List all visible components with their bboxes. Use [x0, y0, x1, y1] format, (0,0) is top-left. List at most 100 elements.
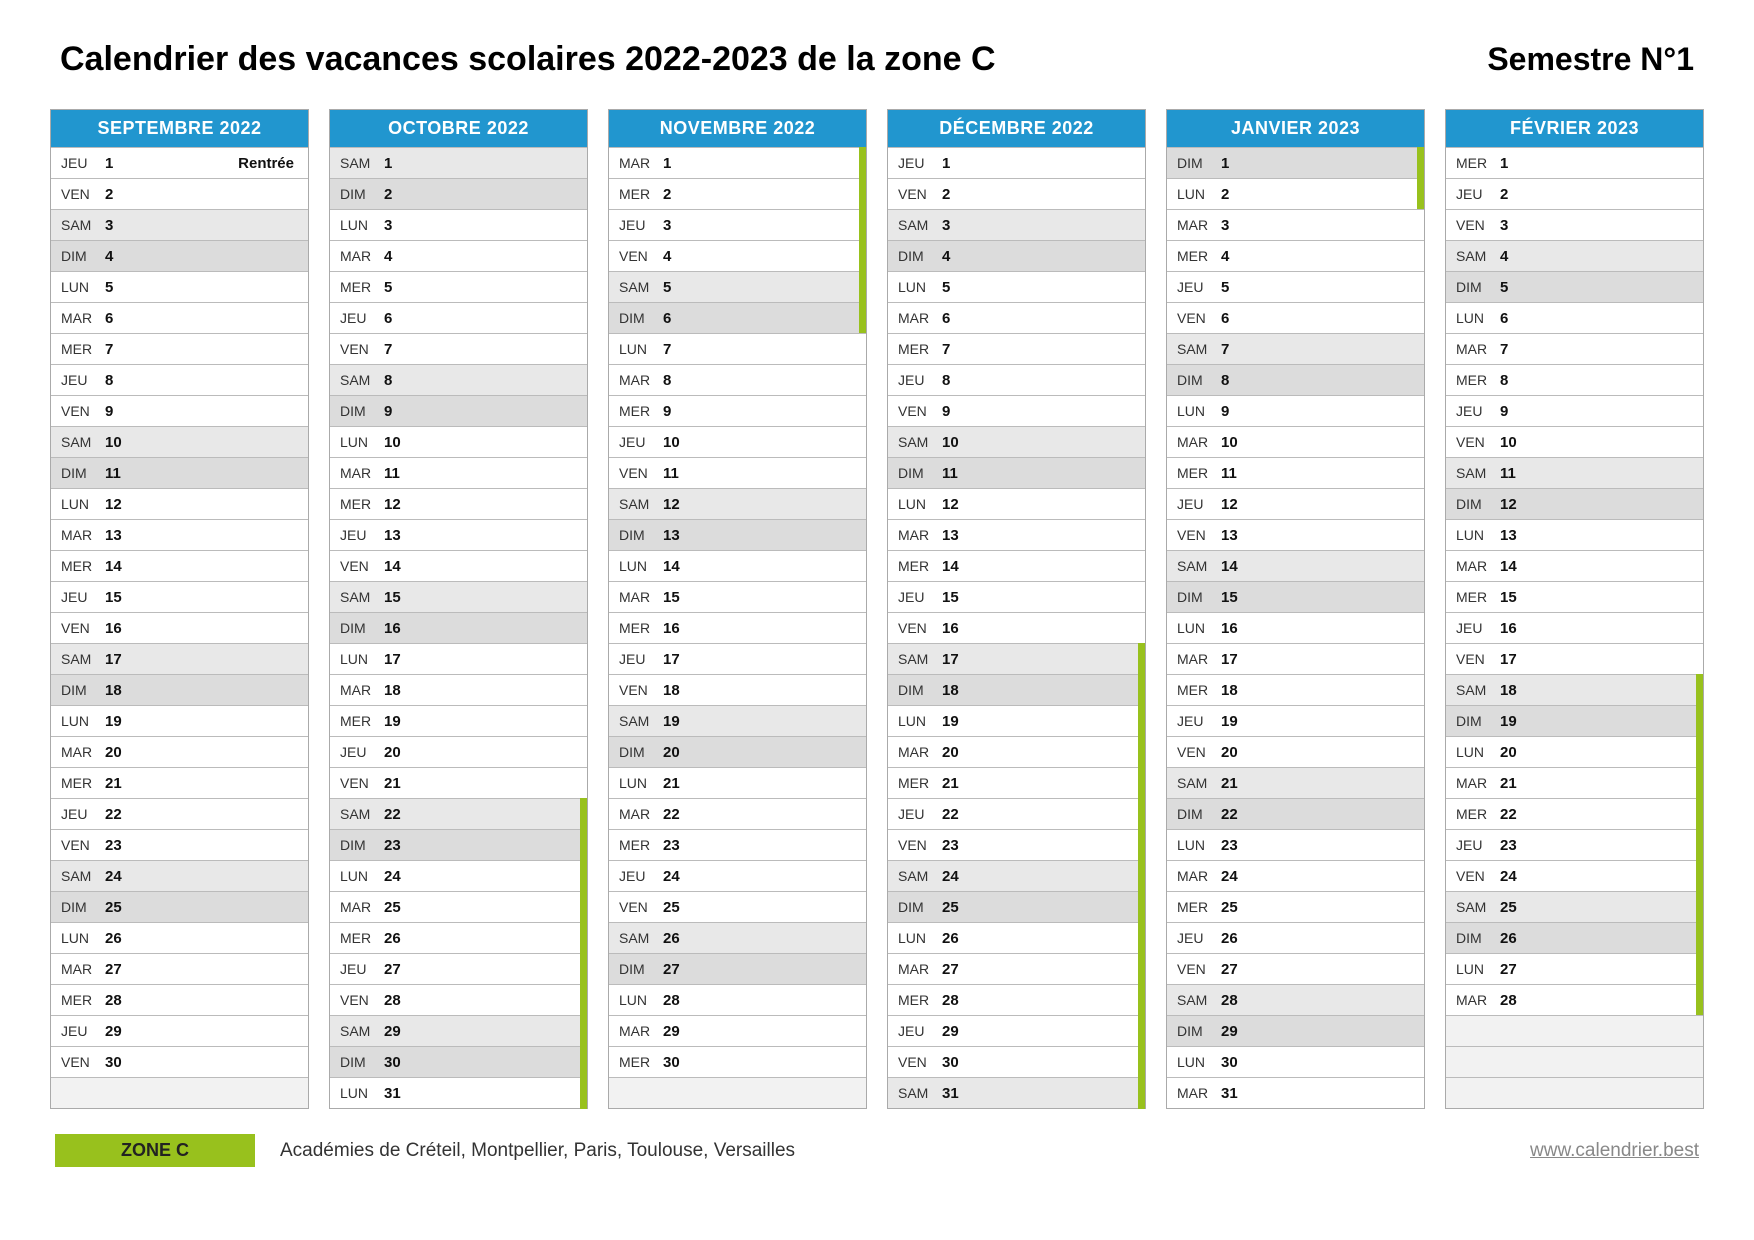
day-row: VEN18	[609, 674, 866, 705]
day-number: 23	[384, 837, 424, 854]
day-number: 6	[105, 310, 145, 327]
day-row: MER28	[51, 984, 308, 1015]
day-of-week: SAM	[609, 279, 663, 295]
day-number: 30	[663, 1054, 703, 1071]
day-of-week: SAM	[1167, 992, 1221, 1008]
day-number: 16	[1221, 620, 1261, 637]
day-of-week: LUN	[51, 279, 105, 295]
day-of-week: VEN	[609, 248, 663, 264]
day-row: VEN16	[51, 612, 308, 643]
vacation-marker	[1138, 736, 1145, 768]
day-number: 26	[663, 930, 703, 947]
day-row: SAM28	[1167, 984, 1424, 1015]
day-row: DIM19	[1446, 705, 1703, 736]
day-of-week: LUN	[330, 651, 384, 667]
day-number: 12	[663, 496, 703, 513]
day-number: 12	[1221, 496, 1261, 513]
day-of-week: MER	[888, 558, 942, 574]
day-of-week: MAR	[888, 310, 942, 326]
day-number: 15	[942, 589, 982, 606]
day-of-week: MAR	[1446, 558, 1500, 574]
vacation-marker	[1696, 829, 1703, 861]
day-number: 4	[105, 248, 145, 265]
day-number: 11	[105, 465, 145, 482]
page-title: Calendrier des vacances scolaires 2022-2…	[60, 40, 996, 79]
day-number: 25	[942, 899, 982, 916]
day-number: 7	[942, 341, 982, 358]
day-of-week: VEN	[51, 837, 105, 853]
day-of-week: LUN	[330, 434, 384, 450]
day-row: JEU19	[1167, 705, 1424, 736]
day-of-week: DIM	[51, 248, 105, 264]
day-of-week: JEU	[330, 527, 384, 543]
day-of-week: MER	[1446, 155, 1500, 171]
day-of-week: LUN	[330, 1085, 384, 1101]
day-row: MAR13	[51, 519, 308, 550]
vacation-marker	[580, 953, 587, 985]
month-header: SEPTEMBRE 2022	[51, 110, 308, 147]
day-row: MER12	[330, 488, 587, 519]
vacation-marker	[1138, 767, 1145, 799]
day-of-week: DIM	[1446, 496, 1500, 512]
day-row: SAM29	[330, 1015, 587, 1046]
day-of-week: SAM	[51, 868, 105, 884]
day-row: MAR7	[1446, 333, 1703, 364]
day-number: 21	[1221, 775, 1261, 792]
day-number: 26	[384, 930, 424, 947]
day-of-week: MER	[609, 837, 663, 853]
day-row: LUN26	[51, 922, 308, 953]
day-number: 17	[105, 651, 145, 668]
day-row: VEN2	[888, 178, 1145, 209]
day-number: 23	[942, 837, 982, 854]
day-of-week: DIM	[330, 1054, 384, 1070]
day-row: VEN4	[609, 240, 866, 271]
day-row: JEU1	[888, 147, 1145, 178]
day-number: 1	[663, 155, 703, 172]
day-of-week: VEN	[1446, 434, 1500, 450]
day-row: VEN13	[1167, 519, 1424, 550]
day-of-week: MER	[51, 558, 105, 574]
day-number: 10	[942, 434, 982, 451]
day-row: MER14	[51, 550, 308, 581]
day-of-week: LUN	[609, 341, 663, 357]
day-of-week: JEU	[609, 651, 663, 667]
day-row: SAM24	[888, 860, 1145, 891]
day-number: 4	[663, 248, 703, 265]
day-of-week: MER	[1167, 682, 1221, 698]
day-number: 25	[384, 899, 424, 916]
vacation-marker	[1696, 705, 1703, 737]
day-number: 13	[105, 527, 145, 544]
day-number: 17	[663, 651, 703, 668]
day-number: 23	[105, 837, 145, 854]
day-of-week: VEN	[609, 899, 663, 915]
day-row: JEU20	[330, 736, 587, 767]
day-row: MER5	[330, 271, 587, 302]
day-row: LUN30	[1167, 1046, 1424, 1077]
day-row: MER11	[1167, 457, 1424, 488]
vacation-marker	[1696, 953, 1703, 985]
day-of-week: DIM	[1167, 155, 1221, 171]
day-number: 12	[1500, 496, 1540, 513]
day-row: JEU15	[888, 581, 1145, 612]
day-row: MAR25	[330, 891, 587, 922]
day-of-week: DIM	[1167, 806, 1221, 822]
day-row: VEN17	[1446, 643, 1703, 674]
day-row: SAM18	[1446, 674, 1703, 705]
day-of-week: SAM	[888, 434, 942, 450]
day-of-week: LUN	[888, 496, 942, 512]
day-number: 10	[1221, 434, 1261, 451]
day-of-week: JEU	[51, 1023, 105, 1039]
day-number: 1	[384, 155, 424, 172]
day-number: 2	[384, 186, 424, 203]
day-row: JEU13	[330, 519, 587, 550]
vacation-marker	[1138, 1077, 1145, 1109]
day-of-week: SAM	[609, 713, 663, 729]
day-of-week: MAR	[888, 527, 942, 543]
day-row: LUN19	[888, 705, 1145, 736]
day-number: 18	[942, 682, 982, 699]
day-row: MAR6	[888, 302, 1145, 333]
site-link[interactable]: www.calendrier.best	[1530, 1140, 1699, 1162]
day-row: MER23	[609, 829, 866, 860]
day-number: 5	[942, 279, 982, 296]
day-number: 19	[1500, 713, 1540, 730]
